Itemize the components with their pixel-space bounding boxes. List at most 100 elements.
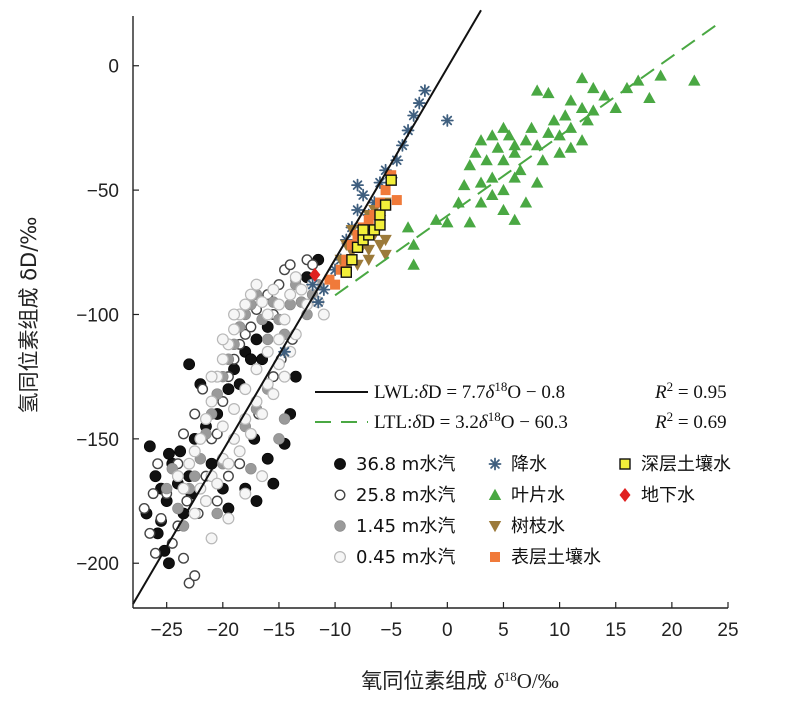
data-point-triangle-up	[486, 129, 499, 141]
lwl-line	[132, 9, 482, 605]
data-point-filled-circle	[250, 495, 263, 507]
legend-marker	[488, 488, 502, 500]
data-point-open-circle	[222, 470, 234, 482]
data-point-yellow-square	[340, 266, 353, 278]
mask-bottom	[0, 609, 800, 705]
data-point-open-circle	[217, 396, 229, 408]
data-point-light-circle	[244, 427, 257, 440]
data-point-square	[324, 274, 335, 285]
data-point-triangle-down	[362, 244, 375, 257]
legend-label: 表层土壤水	[511, 547, 601, 568]
data-point-open-circle	[197, 383, 209, 395]
data-point-yellow-square	[346, 254, 358, 266]
data-point-triangle-up	[441, 216, 454, 228]
x-tick-label: −5	[380, 620, 402, 641]
x-tick-label: 20	[661, 620, 682, 641]
data-point-triangle-up	[564, 141, 578, 153]
data-point-triangle-up	[519, 134, 533, 146]
legend-marker	[490, 552, 500, 562]
data-point-light-circle	[239, 487, 252, 500]
legend-label: 25.8 m水汽	[356, 485, 455, 506]
data-point-light-circle	[278, 370, 291, 383]
data-point-triangle-up	[497, 121, 510, 133]
data-point-light-circle	[222, 457, 235, 470]
data-point-filled-circle	[289, 370, 302, 383]
data-point-triangle-up	[469, 146, 482, 158]
data-point-triangle-up	[407, 238, 420, 250]
legend-marker	[488, 521, 502, 533]
data-point-light-circle	[205, 395, 218, 408]
data-point-triangle-up	[491, 141, 505, 153]
legend-item: 叶片水	[488, 485, 565, 506]
ltl-equation: LTL:δD = 3.2δ18O − 60.3	[374, 409, 568, 434]
data-point-triangle-up	[429, 213, 443, 225]
legend-item: 0.45 m水汽	[334, 547, 455, 568]
data-point-light-circle	[284, 288, 297, 301]
data-point-square	[330, 279, 341, 290]
data-point-gray-circle	[273, 433, 285, 445]
x-tick-label: 25	[717, 620, 738, 641]
data-point-light-circle	[250, 363, 263, 376]
data-point-triangle-up	[497, 203, 510, 215]
data-point-triangle-up	[547, 114, 561, 126]
data-point-square	[380, 185, 391, 196]
data-point-open-circle	[178, 428, 190, 440]
data-point-triangle-up	[609, 101, 622, 113]
data-point-asterisk	[317, 283, 331, 297]
data-point-triangle-up	[643, 91, 656, 104]
data-point-light-circle	[228, 308, 241, 321]
data-point-light-circle	[188, 445, 201, 458]
data-point-light-circle	[256, 470, 269, 483]
data-point-asterisk	[306, 278, 320, 292]
data-point-triangle-up	[542, 86, 555, 99]
data-point-yellow-square	[357, 224, 369, 236]
data-point-triangle-up	[497, 154, 510, 166]
data-point-asterisk	[351, 203, 364, 217]
data-point-asterisk	[412, 96, 426, 110]
legend-item: 25.8 m水汽	[334, 485, 455, 506]
regression-equations: LWL:δD = 7.7δ18O − 0.8 R2 = 0.95 LTL:δD = …	[315, 379, 727, 434]
x-tick-label: −25	[151, 620, 183, 641]
legend-item: 树枝水	[488, 516, 565, 537]
data-point-filled-circle	[163, 557, 175, 570]
data-point-filled-circle	[163, 447, 175, 460]
data-point-open-circle	[284, 259, 296, 271]
data-point-light-circle	[222, 512, 235, 525]
legend-marker	[619, 488, 631, 502]
data-point-light-circle	[317, 308, 330, 321]
data-point-light-circle	[188, 507, 201, 520]
series-light-circle	[171, 271, 330, 545]
x-tick-label: −20	[207, 620, 239, 641]
data-point-triangle-up	[542, 126, 555, 138]
data-point-triangle-up	[525, 121, 538, 133]
legend-item: 1.45 m水汽	[334, 516, 455, 537]
data-point-filled-circle	[183, 358, 196, 371]
data-point-light-circle	[244, 288, 257, 301]
data-point-open-circle	[144, 527, 156, 539]
legend: 36.8 m水汽 25.8 m水汽 1.45 m水汽 0.45 m水汽 降水叶片水树枝水…	[334, 454, 731, 568]
data-point-triangle-up	[502, 129, 516, 141]
data-point-triangle-up	[654, 69, 667, 81]
data-point-light-circle	[171, 470, 184, 483]
data-point-gray-circle	[172, 502, 184, 515]
data-point-triangle-up	[497, 183, 510, 196]
data-point-open-circle	[211, 495, 223, 507]
data-point-triangle-up	[480, 154, 493, 166]
data-point-yellow-square	[374, 219, 386, 231]
data-point-triangle-up	[553, 129, 566, 141]
data-point-filled-circle	[149, 470, 162, 483]
legend-marker	[619, 458, 631, 470]
data-point-triangle-up	[407, 258, 420, 270]
series-yellow-square	[340, 174, 397, 278]
data-point-triangle-up	[508, 213, 521, 225]
data-point-triangle-up	[587, 81, 600, 94]
data-point-asterisk	[356, 188, 370, 202]
data-point-light-circle	[261, 308, 274, 321]
data-point-light-circle	[233, 445, 246, 458]
data-point-open-circle	[138, 503, 150, 515]
x-axis-title: 氧同位素组成 δ18O/‰	[361, 669, 558, 694]
data-point-triangle-up	[463, 159, 476, 171]
data-point-light-circle	[228, 323, 241, 336]
